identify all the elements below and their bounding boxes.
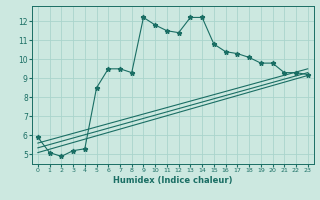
X-axis label: Humidex (Indice chaleur): Humidex (Indice chaleur) xyxy=(113,176,233,185)
